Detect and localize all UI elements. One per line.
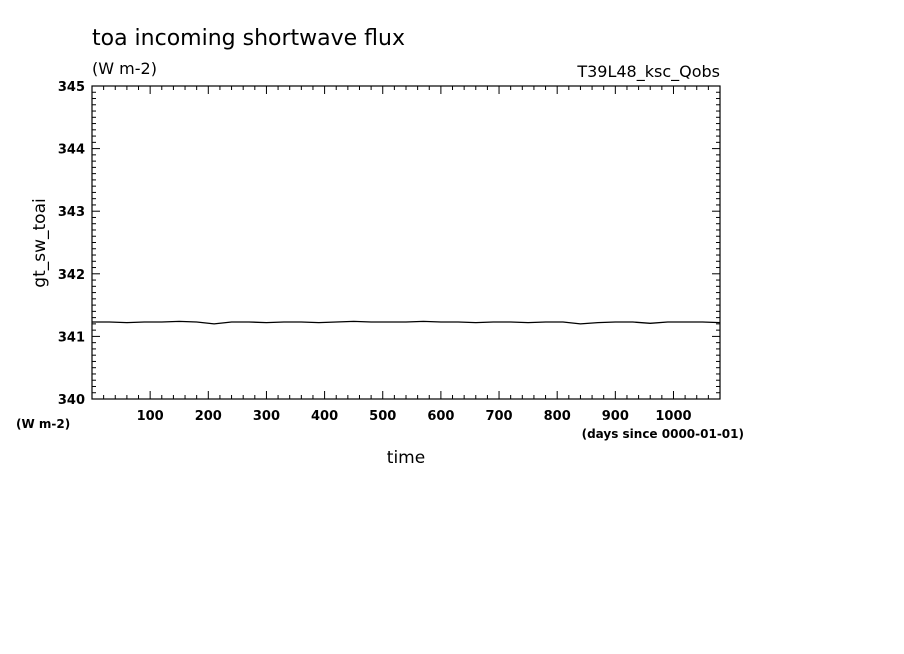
y-tick-label: 345 — [58, 80, 85, 95]
x-tick-label: 800 — [544, 409, 571, 424]
series-layer — [92, 320, 721, 325]
x-axis-label: time — [387, 448, 425, 468]
x-tick-label: 300 — [253, 409, 280, 424]
y-tick-label: 341 — [58, 330, 85, 345]
y-tick-label: 342 — [58, 268, 85, 283]
x-tick-label: 500 — [369, 409, 396, 424]
x-minor-ticks — [103, 86, 709, 399]
x-tick-label: 1000 — [655, 409, 691, 424]
y-tick-label: 344 — [58, 143, 85, 158]
y-axis-label: gt_sw_toai — [30, 198, 50, 287]
x-tick-label: 100 — [137, 409, 164, 424]
experiment-name: T39L48_ksc_Qobs — [576, 62, 720, 82]
y-tick-label: 343 — [58, 205, 85, 220]
y-tick-label: 340 — [58, 393, 85, 408]
x-tick-label: 600 — [427, 409, 454, 424]
chart-title: toa incoming shortwave flux — [92, 26, 405, 51]
x-tick-label: 700 — [485, 409, 512, 424]
x-axis-units: (days since 0000-01-01) — [582, 427, 744, 441]
x-tick-label: 400 — [311, 409, 338, 424]
title-units: (W m-2) — [92, 59, 157, 78]
y-ticks: 340 341 342 343 344 345 — [58, 80, 720, 408]
x-tick-label: 900 — [602, 409, 629, 424]
x-tick-label: 200 — [195, 409, 222, 424]
series-line — [92, 320, 721, 325]
y-minor-ticks — [92, 91, 720, 394]
plot-frame — [91, 85, 721, 400]
x-ticks: 100 200 300 400 500 600 700 800 900 1000 — [137, 86, 692, 424]
y-axis-units: (W m-2) — [16, 417, 70, 431]
